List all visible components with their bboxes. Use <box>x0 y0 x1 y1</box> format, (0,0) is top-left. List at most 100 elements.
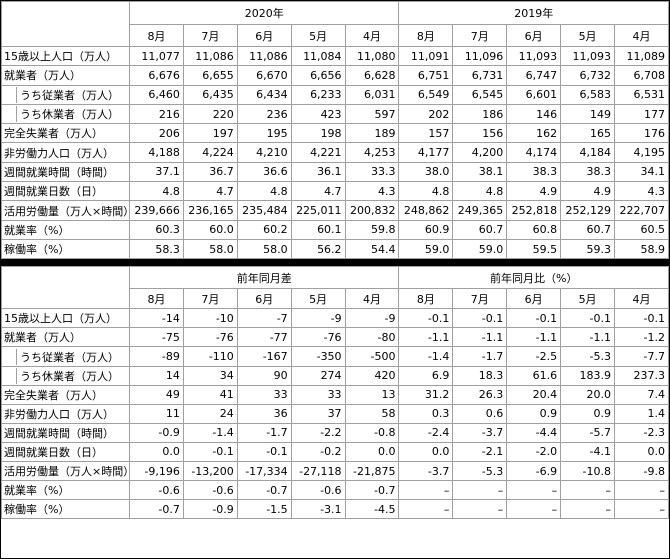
cell-value: 6,549 <box>398 84 454 105</box>
corner-cell <box>1 266 130 310</box>
cell-value: -21,875 <box>344 461 400 482</box>
cell-value: -2.0 <box>506 441 562 463</box>
cell-value: -167 <box>236 346 292 367</box>
cell-value: 183.9 <box>560 365 616 386</box>
cell-value: 4,210 <box>236 142 292 163</box>
cell-value: -1.1 <box>506 327 562 348</box>
cell-value: 0.0 <box>398 441 454 463</box>
cell-value: -1.4 <box>398 346 454 367</box>
data-row: 週間就業日数（日） 0.0 -0.1 -0.1 -0.2 0.0 0.0 -2.1 -2.0 -4… <box>1 441 669 463</box>
cell-value: 6,601 <box>506 84 562 105</box>
cell-value: -89 <box>129 346 184 367</box>
row-label: 週間就業時間（時間） <box>1 422 130 443</box>
cell-value: 60.1 <box>290 219 346 240</box>
cell-value: 58.9 <box>614 238 669 260</box>
row-label: 就業率（%） <box>1 480 130 501</box>
cell-value: 6,628 <box>344 65 400 86</box>
cell-value: -350 <box>290 346 346 367</box>
data-row: 週間就業時間（時間） 37.1 36.7 36.6 36.1 33.3 38.0 38.1 38… <box>1 161 669 183</box>
cell-value: 177 <box>614 103 669 125</box>
cell-value: 6,583 <box>560 84 616 105</box>
data-row: うち従業者（万人） 6,460 6,435 6,434 6,233 6,031 6,549 6… <box>1 84 669 105</box>
cell-value: 6,708 <box>614 65 669 86</box>
cell-value: 222,707 <box>614 200 669 221</box>
separator <box>1 259 669 267</box>
data-row: 稼働率（%） 58.3 58.0 58.0 56.2 54.4 59.0 59.0 59.5 59… <box>1 238 669 260</box>
cell-value: – <box>398 480 454 501</box>
row-label: うち休業者（万人） <box>1 365 130 386</box>
cell-value: 59.0 <box>398 238 454 260</box>
data-row: 週間就業日数（日） 4.8 4.7 4.8 4.7 4.3 4.8 4.8 4.9 4.9 4.3 <box>1 181 669 202</box>
cell-value: 56.2 <box>290 238 346 260</box>
cell-value: -1.7 <box>236 422 292 443</box>
month-header: 4月 <box>344 288 400 310</box>
cell-value: -0.9 <box>182 499 238 520</box>
month-header: 7月 <box>452 24 508 47</box>
cell-value: 38.1 <box>452 161 508 183</box>
cell-value: 7.4 <box>614 384 669 405</box>
cell-value: -5.3 <box>452 461 508 482</box>
cell-value: 38.3 <box>506 161 562 183</box>
cell-value: 149 <box>560 103 616 125</box>
cell-value: 239,666 <box>129 200 184 221</box>
cell-value: 6,435 <box>182 84 238 105</box>
cell-value: 4.3 <box>344 181 400 202</box>
cell-value: 197 <box>182 123 238 144</box>
cell-value: 6,656 <box>290 65 346 86</box>
cell-value: 249,365 <box>452 200 508 221</box>
cell-value: 4,184 <box>560 142 616 163</box>
cell-value: – <box>452 499 508 520</box>
cell-value: 11,077 <box>129 45 184 67</box>
cell-value: 597 <box>344 103 400 125</box>
month-header: 7月 <box>182 288 238 310</box>
data-row: 15歳以上人口（万人） -14 -10 -7 -9 -9 -0.1 -0.1 -0.1 -0.1-… <box>1 308 669 329</box>
cell-value: 11,086 <box>236 45 292 67</box>
group-header: 2019年 <box>398 1 669 25</box>
cell-value: 6,233 <box>290 84 346 105</box>
header-row: 2020年 2019年 <box>1 1 669 47</box>
cell-value: -6.9 <box>506 461 562 482</box>
cell-value: 6,460 <box>129 84 184 105</box>
table-header: 2020年 2019年 8月 7月 6月 5月 4月 8月 7月 6月 5月 4月 <box>1 1 669 47</box>
cell-value: 236,165 <box>182 200 238 221</box>
cell-value: 4.7 <box>290 181 346 202</box>
cell-value: -2.5 <box>506 346 562 367</box>
cell-value: -0.7 <box>344 480 400 501</box>
cell-value: 54.4 <box>344 238 400 260</box>
cell-value: 4.8 <box>129 181 184 202</box>
cell-value: 146 <box>506 103 562 125</box>
cell-value: -2.2 <box>290 422 346 443</box>
cell-value: 36.1 <box>290 161 346 183</box>
cell-value: 0.0 <box>129 441 184 463</box>
month-header: 6月 <box>506 288 562 310</box>
cell-value: 225,011 <box>290 200 346 221</box>
cell-value: -1.5 <box>236 499 292 520</box>
row-label: 就業者（万人） <box>1 327 130 348</box>
row-label: 完全失業者（万人） <box>1 123 130 144</box>
cell-value: 41 <box>182 384 238 405</box>
cell-value: 11,093 <box>506 45 562 67</box>
cell-value: -9 <box>344 308 400 329</box>
cell-value: -0.6 <box>290 480 346 501</box>
cell-value: 6,747 <box>506 65 562 86</box>
row-label: 稼働率（%） <box>1 238 130 260</box>
cell-value: – <box>506 480 562 501</box>
cell-value: 60.0 <box>182 219 238 240</box>
month-header: 4月 <box>614 24 669 47</box>
cell-value: 11,080 <box>344 45 400 67</box>
cell-value: 11 <box>129 403 184 424</box>
row-label-text: うち休業者（万人） <box>16 106 126 123</box>
cell-value: 36.6 <box>236 161 292 183</box>
cell-value: 423 <box>290 103 346 125</box>
row-label-text: うち休業者（万人） <box>16 367 126 384</box>
month-header: 8月 <box>398 24 454 47</box>
cell-value: – <box>560 499 616 520</box>
cell-value: 4,200 <box>452 142 508 163</box>
cell-value: 0.0 <box>344 441 400 463</box>
cell-value: -27,118 <box>290 461 346 482</box>
cell-value: 1.4 <box>614 403 669 424</box>
row-label: うち休業者（万人） <box>1 103 130 125</box>
cell-value: -110 <box>182 346 238 367</box>
cell-value: 90 <box>236 365 292 386</box>
cell-value: -1.1 <box>560 327 616 348</box>
